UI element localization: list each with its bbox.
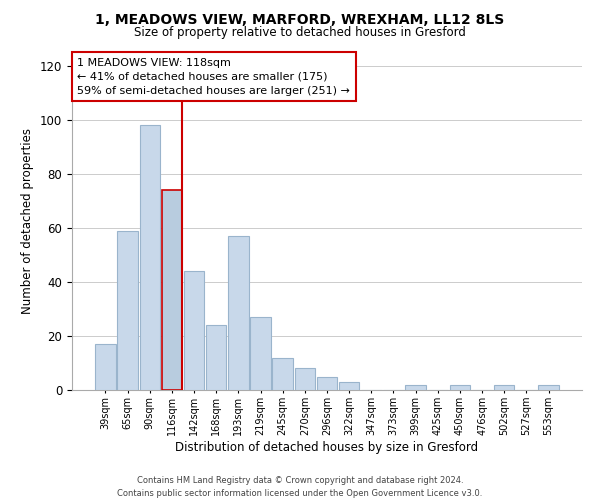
- Bar: [161, 190, 182, 390]
- Bar: [206, 325, 226, 390]
- Bar: [450, 384, 470, 390]
- Bar: [494, 384, 514, 390]
- Bar: [317, 376, 337, 390]
- Y-axis label: Number of detached properties: Number of detached properties: [22, 128, 34, 314]
- Bar: [250, 317, 271, 390]
- Bar: [228, 236, 248, 390]
- Bar: [118, 230, 138, 390]
- Bar: [184, 271, 204, 390]
- Text: 1, MEADOWS VIEW, MARFORD, WREXHAM, LL12 8LS: 1, MEADOWS VIEW, MARFORD, WREXHAM, LL12 …: [95, 12, 505, 26]
- Text: Size of property relative to detached houses in Gresford: Size of property relative to detached ho…: [134, 26, 466, 39]
- Bar: [339, 382, 359, 390]
- Bar: [406, 384, 426, 390]
- Bar: [295, 368, 315, 390]
- Bar: [140, 126, 160, 390]
- Bar: [272, 358, 293, 390]
- Text: 1 MEADOWS VIEW: 118sqm
← 41% of detached houses are smaller (175)
59% of semi-de: 1 MEADOWS VIEW: 118sqm ← 41% of detached…: [77, 58, 350, 96]
- Bar: [95, 344, 116, 390]
- Text: Contains HM Land Registry data © Crown copyright and database right 2024.
Contai: Contains HM Land Registry data © Crown c…: [118, 476, 482, 498]
- X-axis label: Distribution of detached houses by size in Gresford: Distribution of detached houses by size …: [175, 440, 479, 454]
- Bar: [538, 384, 559, 390]
